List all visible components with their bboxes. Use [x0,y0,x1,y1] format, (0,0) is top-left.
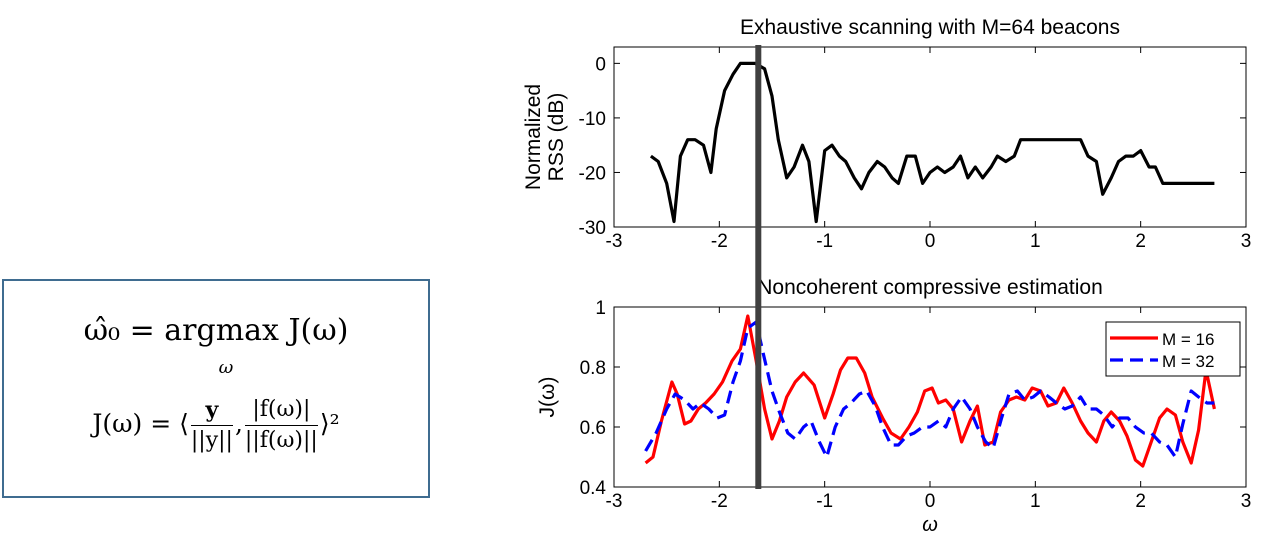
j-series-m-32 [644,320,1215,459]
rss-y-axis-label: NormalizedRSS (dB) [522,84,568,190]
j-x-axis-label: ω [922,514,938,536]
rss-plot-frame [613,46,1247,228]
rss-y-tick-label: -30 [579,218,606,239]
j-y-tick-label: 1 [595,298,606,319]
j-x-tick-label: -1 [816,491,833,512]
j-legend-label: M = 32 [1162,352,1214,371]
j-y-axis-label: J(ω) [536,377,559,418]
fraction-f-denominator: ||f(ω)|| [244,428,318,453]
rss-x-tick-label: -1 [816,231,833,252]
rss-x-tick-label: -2 [711,231,728,252]
j-y-tick-label: 0.6 [580,418,606,439]
j-x-tick-label: 1 [1030,491,1041,512]
rss-x-tick-label: -3 [606,231,623,252]
rss-x-tick-label: 1 [1030,231,1041,252]
argmax-subscript: ω [218,357,234,378]
j-x-tick-label: -3 [606,491,623,512]
fraction-f: |f(ω)| ||f(ω)|| [244,395,318,456]
rss-x-tick-label: 3 [1241,231,1252,252]
rss-chart-title: Exhaustive scanning with M=64 beacons [740,16,1120,39]
j-legend-label: M = 16 [1162,330,1214,349]
j-y-tick-label: 0.8 [580,358,606,379]
objective-suffix: ⟩² [319,409,340,438]
rss-y-axis-label-line: Normalized [522,84,545,190]
rss-y-axis-label-line: RSS (dB) [545,93,568,182]
fraction-f-numerator: |f(ω)| [244,395,318,426]
rss-x-tick-label: 0 [925,231,936,252]
rss-x-tick-label: 2 [1135,231,1146,252]
j-x-tick-label: 0 [925,491,936,512]
j-chart: -3 -2 -1 0 1 2 3 0.4 0.6 0.8 1 Noncoherent compress… [536,276,1251,536]
equation-box: ω̂₀ = argmax J(ω) ω J(ω) = ⟨ y ||y||, |f(ω)… [2,279,430,498]
j-x-tick-label: 3 [1241,491,1252,512]
rss-y-tick-label: -10 [579,109,606,130]
j-legend-box [1105,321,1241,377]
j-x-tick-label: -2 [711,491,728,512]
fraction-y-denominator: ||y|| [190,428,233,453]
fraction-y: y ||y|| [190,395,233,456]
rss-series-line [649,61,1215,224]
j-x-tick-label: 2 [1135,491,1146,512]
objective-equation: J(ω) = ⟨ y ||y||, |f(ω)| ||f(ω)|| ⟩² [4,395,428,456]
rss-y-tick-label: 0 [595,54,606,75]
j-series-m-16 [644,314,1216,468]
argmax-equation: ω̂₀ = argmax J(ω) [83,313,349,348]
objective-comma: , [234,409,243,438]
rss-y-tick-label: -20 [579,163,606,184]
j-y-tick-label: 0.4 [580,478,607,499]
objective-prefix: J(ω) = ⟨ [92,409,189,438]
fraction-y-numerator: y [190,395,233,426]
j-chart-title: Noncoherent compressive estimation [757,276,1103,299]
